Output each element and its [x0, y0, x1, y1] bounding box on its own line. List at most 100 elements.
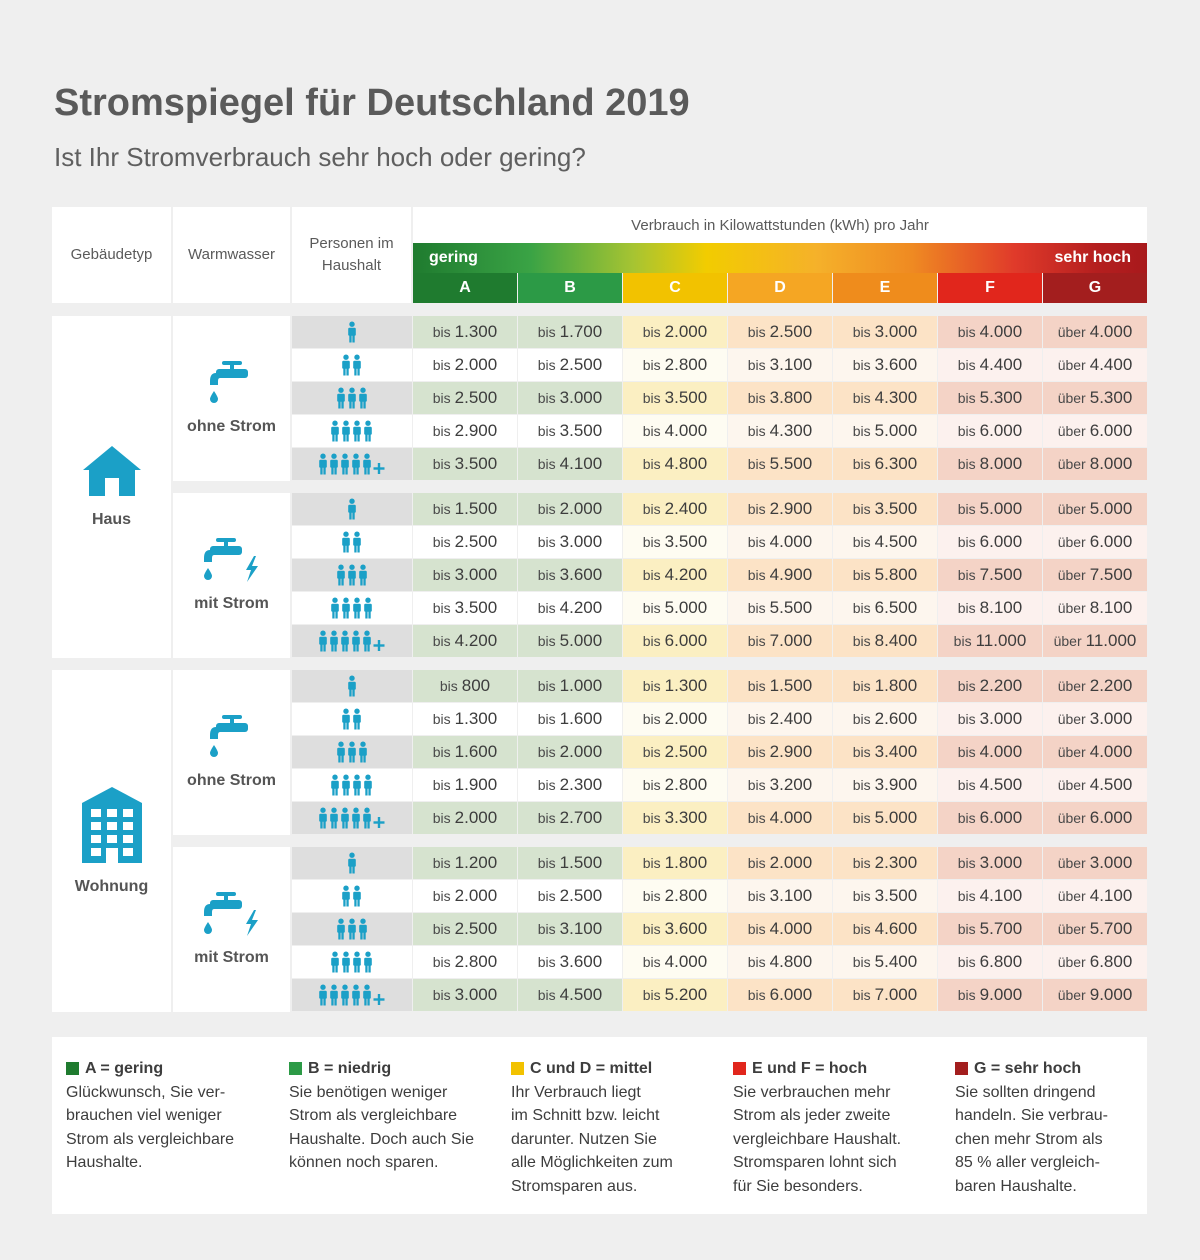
table-row: bis 2.000 bis 2.500 bis 2.800 bis 3.100 bis 3.600… [292, 349, 1147, 381]
value-prefix: bis [957, 567, 976, 583]
value-number: 4.000 [979, 742, 1023, 761]
class-header-a: A [413, 273, 517, 303]
value-prefix: über [1057, 954, 1086, 970]
value-number: 6.000 [1089, 808, 1133, 827]
value-prefix: bis [852, 744, 871, 760]
table-row: bis 1.900 bis 2.300 bis 2.800 bis 3.200 bis 3.900… [292, 769, 1147, 801]
legend-color-swatch [733, 1062, 746, 1076]
value-prefix: bis [642, 888, 661, 904]
4-persons-icon [292, 769, 412, 801]
value-number: 3.600 [874, 355, 918, 374]
value-cell-e: bis 5.400 [833, 946, 937, 978]
value-cell-b: bis 2.000 [518, 493, 622, 525]
class-header-e: E [833, 273, 937, 303]
value-cell-d: bis 5.500 [728, 592, 832, 624]
4-persons-icon [292, 415, 412, 447]
value-prefix: bis [642, 567, 661, 583]
value-cell-a: bis 2.900 [413, 415, 517, 447]
page-title: Stromspiegel für Deutschland 2019 [54, 82, 690, 124]
value-number: 3.300 [664, 808, 708, 827]
warmwater-mit-strom: mit Strom [173, 493, 290, 658]
value-cell-g: über 3.000 [1043, 847, 1147, 879]
value-cell-f: bis 7.500 [938, 559, 1042, 591]
value-prefix: bis [852, 810, 871, 826]
legend-text: Sie sollten dringend handeln. Sie verbra… [955, 1083, 1108, 1195]
value-number: 2.400 [769, 709, 813, 728]
value-number: 4.500 [1089, 775, 1133, 794]
value-prefix: bis [642, 600, 661, 616]
value-prefix: bis [537, 357, 556, 373]
2-persons-icon [292, 349, 412, 381]
value-prefix: bis [747, 744, 766, 760]
efficiency-gradient-bar: gering sehr hoch [413, 243, 1147, 273]
house-icon [82, 445, 141, 501]
header-warmwasser: Warmwasser [173, 207, 290, 303]
value-prefix: bis [537, 777, 556, 793]
value-number: 2.800 [664, 886, 708, 905]
value-prefix: bis [537, 744, 556, 760]
value-cell-e: bis 3.900 [833, 769, 937, 801]
value-cell-f: bis 4.000 [938, 736, 1042, 768]
value-prefix: bis [432, 600, 451, 616]
legend-title: G = sehr hoch [955, 1057, 1108, 1081]
value-prefix: bis [852, 357, 871, 373]
legend-color-swatch [511, 1062, 524, 1076]
value-cell-a: bis 2.500 [413, 526, 517, 558]
value-cell-c: bis 1.300 [623, 670, 727, 702]
value-number: 3.100 [769, 355, 813, 374]
table-row: bis 2.500 bis 3.100 bis 3.600 bis 4.000 bis 4.600… [292, 913, 1147, 945]
value-cell-d: bis 1.500 [728, 670, 832, 702]
value-number: 7.000 [769, 631, 813, 650]
value-cell-f: bis 6.000 [938, 415, 1042, 447]
value-number: 1.200 [454, 853, 498, 872]
value-prefix: bis [747, 888, 766, 904]
value-number: 4.000 [769, 808, 813, 827]
warmwater-ohne-strom: ohne Strom [173, 670, 290, 835]
value-number: 8.000 [1089, 454, 1133, 473]
value-prefix: bis [537, 456, 556, 472]
value-prefix: bis [432, 744, 451, 760]
value-cell-c: bis 4.200 [623, 559, 727, 591]
value-prefix: bis [537, 600, 556, 616]
value-prefix: über [1057, 456, 1086, 472]
value-prefix: bis [432, 633, 451, 649]
value-cell-c: bis 2.800 [623, 349, 727, 381]
value-cell-g: über 4.400 [1043, 349, 1147, 381]
legend-title-text: A = gering [85, 1060, 164, 1077]
table-row: bis 4.200 bis 5.000 bis 6.000 bis 7.000 bis 8.400… [292, 625, 1147, 657]
gradient-low-label: gering [429, 249, 478, 266]
value-cell-a: bis 1.300 [413, 316, 517, 348]
legend-item: A = gering Glückwunsch, Sie ver- brauchen… [66, 1057, 234, 1175]
value-prefix: über [1057, 810, 1086, 826]
value-cell-b: bis 4.200 [518, 592, 622, 624]
value-prefix: über [1057, 501, 1086, 517]
legend-color-swatch [289, 1062, 302, 1076]
value-cell-e: bis 4.500 [833, 526, 937, 558]
value-prefix: über [1057, 744, 1086, 760]
value-number: 5.000 [979, 499, 1023, 518]
value-number: 1.600 [559, 709, 603, 728]
value-number: 3.100 [559, 919, 603, 938]
value-prefix: bis [642, 921, 661, 937]
value-number: 2.900 [769, 499, 813, 518]
value-number: 5.700 [1089, 919, 1133, 938]
value-number: 3.000 [454, 565, 498, 584]
class-header-b: B [518, 273, 622, 303]
5-plus-persons-icon [292, 448, 412, 480]
value-number: 1.300 [454, 322, 498, 341]
value-cell-e: bis 1.800 [833, 670, 937, 702]
value-prefix: bis [852, 534, 871, 550]
building-type-wohnung: Wohnung [52, 670, 171, 1012]
value-prefix: bis [747, 855, 766, 871]
value-cell-d: bis 5.500 [728, 448, 832, 480]
value-number: 2.300 [874, 853, 918, 872]
value-prefix: bis [642, 633, 661, 649]
legend-text: Glückwunsch, Sie ver- brauchen viel weni… [66, 1083, 235, 1172]
class-header-c: C [623, 273, 727, 303]
value-cell-f: bis 4.100 [938, 880, 1042, 912]
value-number: 3.000 [979, 853, 1023, 872]
value-cell-d: bis 6.000 [728, 979, 832, 1011]
value-prefix: bis [537, 390, 556, 406]
value-prefix: bis [747, 357, 766, 373]
value-cell-d: bis 2.000 [728, 847, 832, 879]
